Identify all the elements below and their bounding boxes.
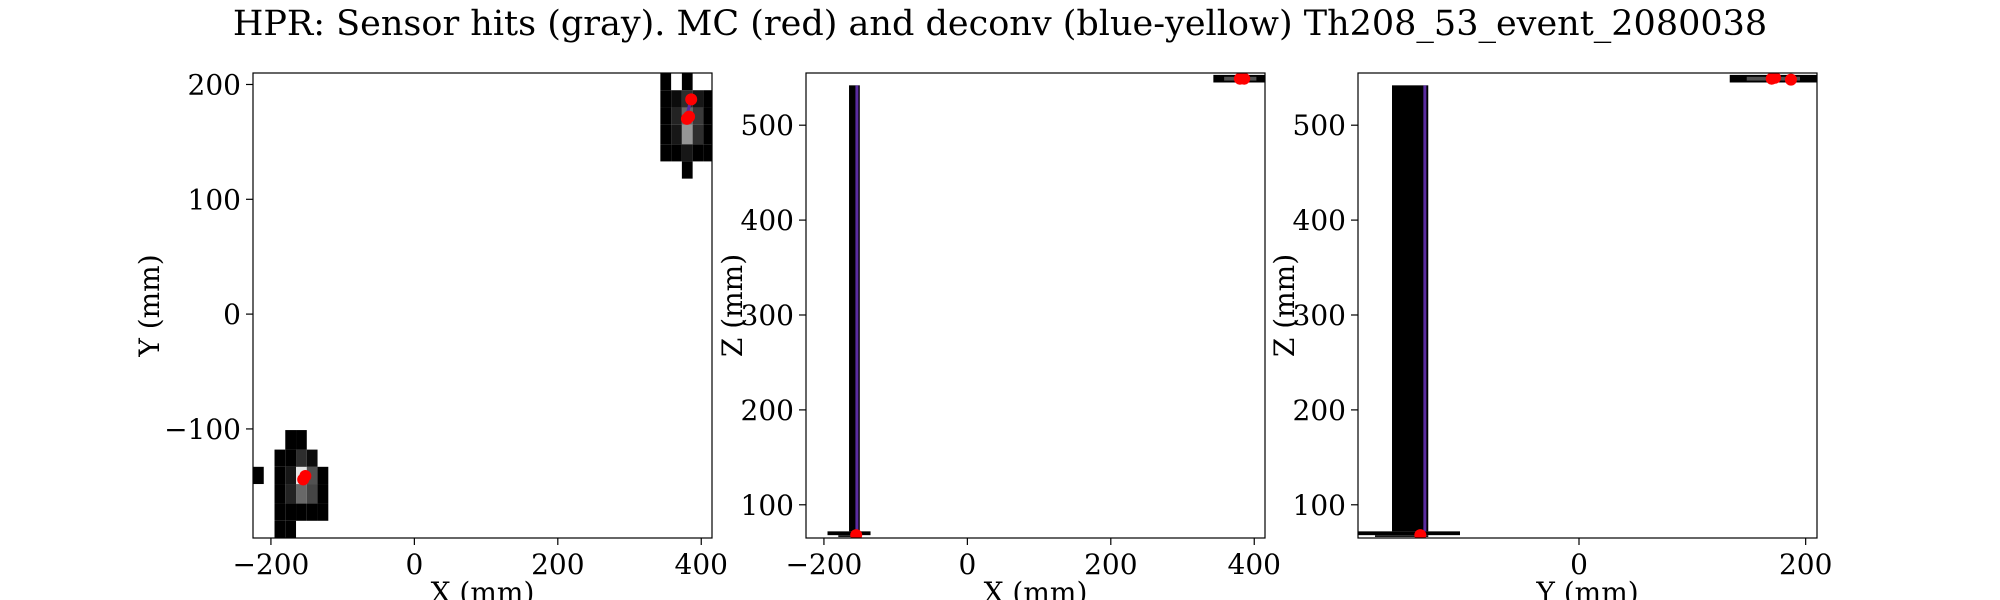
xz-ytick-label: 100	[741, 489, 794, 522]
xy-sensor-hit	[681, 124, 693, 145]
xy-xtick-label: −200	[232, 548, 309, 581]
xy-sensor-hit	[681, 73, 693, 91]
xy-sensor-hit	[317, 503, 329, 521]
xz-xtick-label: 400	[1228, 548, 1281, 581]
yz-plot-area	[1358, 73, 1817, 538]
xy-sensor-hit	[285, 430, 297, 450]
yz-ytick-label: 300	[1293, 299, 1346, 332]
xy-axes-frame	[252, 72, 713, 539]
yz-ytick-label: 500	[1293, 109, 1346, 142]
xy-sensor-hit	[274, 449, 286, 467]
xy-sensor-hit	[671, 124, 682, 145]
xy-sensor-hit	[317, 466, 329, 485]
yz-xlabel: Y (mm)	[1535, 576, 1638, 600]
xy-sensor-hit	[285, 503, 297, 521]
xy-sensor-hit	[253, 466, 264, 485]
xy-mc-point	[299, 470, 312, 482]
yz-ytick-label: 100	[1293, 489, 1346, 522]
xy-ylabel: Y (mm)	[133, 254, 166, 357]
panel-yz: 0 200 100 200 300 400 500 Y (mm) Z (mm)	[1268, 72, 1832, 600]
xy-sensor-hit	[296, 503, 307, 521]
xy-xtick-label: 400	[675, 548, 728, 581]
xy-xlabel: X (mm)	[431, 576, 535, 600]
figure-title: HPR: Sensor hits (gray). MC (red) and de…	[232, 4, 1768, 44]
xy-sensor-hit	[671, 90, 682, 108]
xy-plot-area	[253, 73, 712, 538]
xy-xtick-label: 0	[405, 548, 423, 581]
xy-sensor-hit	[296, 430, 307, 450]
xz-xlabel: X (mm)	[984, 576, 1088, 600]
xy-ytick-label: 100	[188, 183, 241, 216]
xy-sensor-hit	[703, 90, 712, 108]
xz-ytick-label: 400	[741, 204, 794, 237]
xy-sensor-hit	[306, 466, 318, 485]
xy-sensor-hit	[692, 124, 704, 145]
xy-sensor-hit	[660, 124, 672, 145]
yz-ylabel: Z (mm)	[1268, 254, 1301, 357]
xy-ytick-label: 0	[223, 298, 241, 331]
yz-sensor-hit	[1375, 535, 1429, 538]
yz-sensor-hit	[1358, 531, 1460, 536]
xy-sensor-hit	[274, 503, 286, 521]
xy-sensor-hit	[306, 484, 318, 504]
xy-sensor-hit	[660, 107, 672, 125]
xy-ytick-label: −100	[164, 413, 241, 446]
panel-xz: −200 0 200 400 100 200 300 400 500 X (mm) Z (mm)	[716, 72, 1281, 600]
xy-sensor-hit	[274, 520, 286, 538]
xy-sensor-hit	[274, 484, 286, 504]
xz-sensor-hit	[827, 531, 871, 536]
xy-sensor-hit	[306, 503, 318, 521]
yz-ytick-label: 200	[1293, 394, 1346, 427]
yz-mc-point	[1784, 73, 1797, 86]
xz-axes-frame	[805, 72, 1266, 539]
xy-sensor-hit	[306, 449, 318, 467]
xy-sensor-hit	[692, 90, 704, 108]
yz-xtick-label: 200	[1779, 548, 1832, 581]
xy-sensor-hit	[274, 466, 286, 485]
yz-axes-frame	[1357, 72, 1818, 539]
yz-mc-point	[1414, 529, 1427, 538]
yz-ytick-label: 400	[1293, 204, 1346, 237]
xz-xtick-label: −200	[785, 548, 862, 581]
xz-sensor-hit	[849, 85, 860, 532]
xy-sensor-hit	[660, 73, 672, 91]
xy-mc-point	[685, 93, 698, 106]
xy-sensor-hit	[317, 484, 329, 504]
xz-xtick-label: 0	[958, 548, 976, 581]
xy-sensor-hit	[703, 107, 712, 125]
xz-mc-point	[1238, 73, 1251, 85]
xy-sensor-hit	[671, 144, 682, 162]
xz-ytick-label: 300	[741, 299, 794, 332]
xz-sensor-hit	[838, 535, 860, 538]
xz-ytick-label: 500	[741, 109, 794, 142]
xy-sensor-hit	[285, 484, 297, 504]
xy-sensor-hit	[692, 107, 704, 125]
xy-sensor-hit	[296, 484, 307, 504]
xz-ytick-label: 200	[741, 394, 794, 427]
xz-ylabel: Z (mm)	[716, 254, 749, 357]
xy-sensor-hit	[681, 144, 693, 162]
xy-sensor-hit	[703, 144, 712, 162]
xy-ytick-label: 200	[188, 68, 241, 101]
xy-sensor-hit	[692, 144, 704, 162]
xy-sensor-hit	[681, 161, 693, 179]
xy-xtick-label: 200	[531, 548, 584, 581]
xz-mc-point	[850, 529, 863, 538]
yz-xtick-label: 0	[1570, 548, 1588, 581]
yz-sensor-hit	[1392, 85, 1429, 532]
xy-sensor-hit	[703, 124, 712, 145]
xy-sensor-hit	[660, 144, 672, 162]
xy-sensor-hit	[660, 90, 672, 108]
xy-mc-point	[683, 110, 696, 123]
xy-sensor-hit	[285, 520, 297, 538]
xy-sensor-hit	[671, 107, 682, 125]
xy-sensor-hit	[285, 449, 297, 467]
yz-mc-point	[1769, 73, 1782, 84]
xz-plot-area	[827, 73, 1265, 538]
xz-xtick-label: 200	[1084, 548, 1137, 581]
xy-sensor-hit	[296, 449, 307, 467]
xy-sensor-hit	[285, 466, 297, 485]
